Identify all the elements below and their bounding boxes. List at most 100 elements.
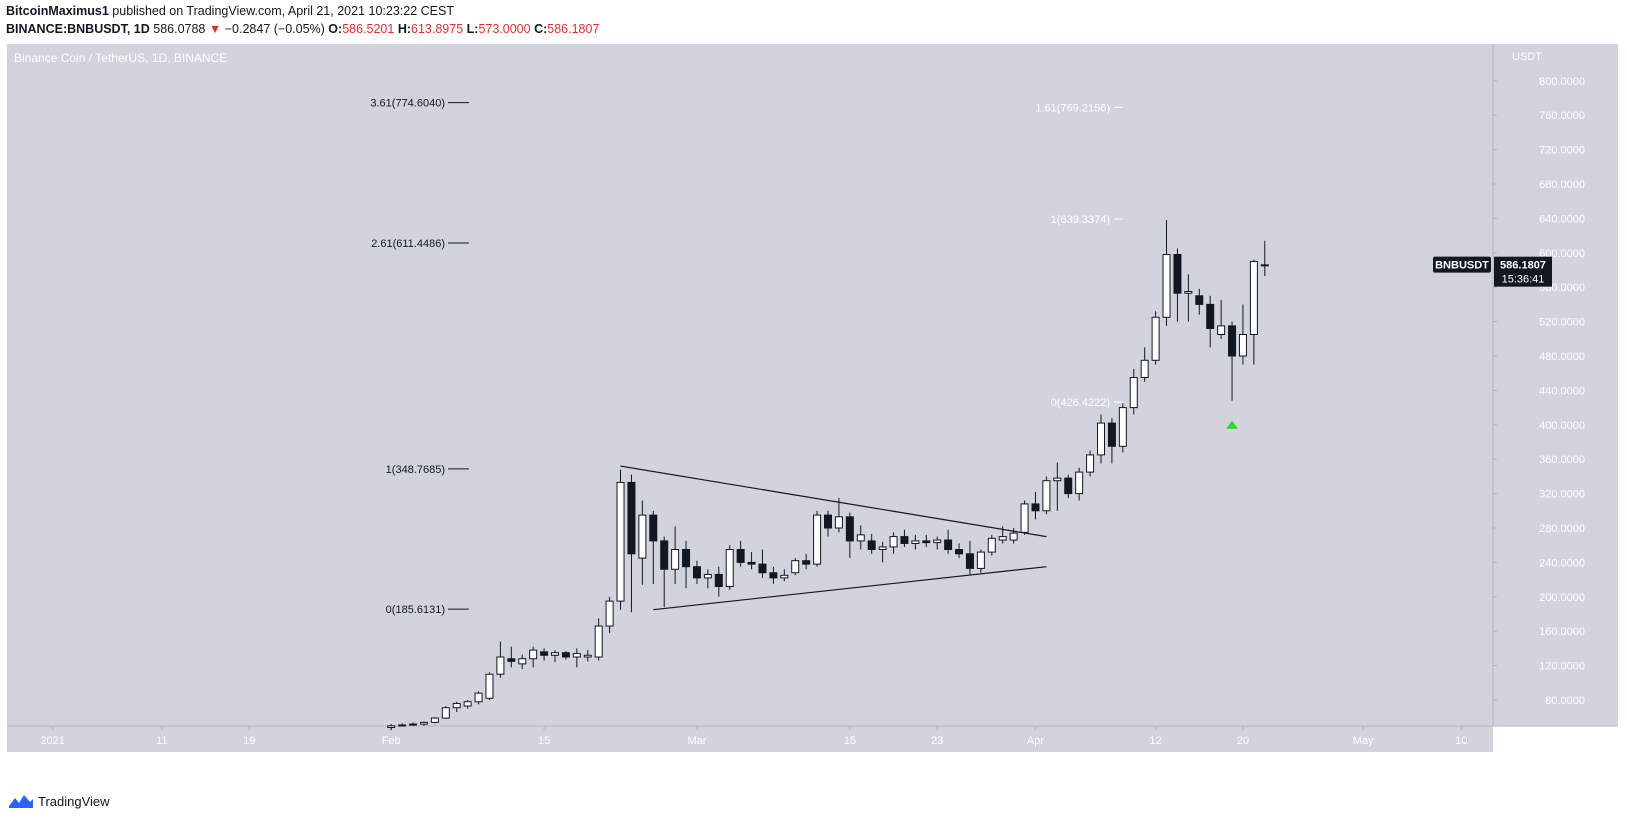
candle[interactable]: [452, 701, 461, 713]
candle[interactable]: [1151, 311, 1160, 365]
candle[interactable]: [1064, 474, 1073, 498]
candle[interactable]: [1086, 450, 1095, 477]
candle[interactable]: [1173, 248, 1182, 322]
candle[interactable]: [1217, 300, 1226, 339]
candle[interactable]: [944, 529, 953, 554]
candle-body: [682, 549, 691, 568]
candle[interactable]: [889, 532, 898, 554]
footer-brand[interactable]: TradingView: [38, 793, 110, 809]
candle[interactable]: [714, 566, 723, 597]
candle[interactable]: [813, 510, 822, 567]
fib-level-label: 0(426.4222): [1051, 397, 1110, 409]
candle[interactable]: [496, 641, 505, 678]
candle[interactable]: [900, 529, 909, 547]
triangle-lower-line[interactable]: [653, 566, 1047, 611]
candle[interactable]: [1129, 368, 1138, 415]
candle[interactable]: [736, 540, 745, 567]
candle[interactable]: [551, 650, 559, 663]
price-tick-label: 800.0000: [1539, 76, 1585, 88]
time-tick-label: Apr: [1027, 735, 1044, 747]
candle[interactable]: [758, 549, 767, 578]
candle[interactable]: [1020, 500, 1029, 535]
candle[interactable]: [474, 691, 483, 705]
author-name[interactable]: BitcoinMaximus1: [6, 4, 109, 18]
candlestick-chart[interactable]: Binance Coin / TetherUS, 1D, BINANCE USD…: [7, 44, 1618, 780]
candle[interactable]: [540, 648, 549, 661]
candle[interactable]: [409, 722, 418, 726]
candle[interactable]: [987, 534, 996, 556]
candle[interactable]: [692, 560, 701, 584]
candle[interactable]: [867, 534, 876, 554]
candle[interactable]: [747, 552, 756, 570]
candle[interactable]: [802, 553, 811, 570]
candle[interactable]: [769, 566, 778, 584]
plot-area[interactable]: [7, 44, 1493, 726]
candle[interactable]: [1075, 467, 1084, 501]
candle[interactable]: [387, 724, 396, 731]
candle[interactable]: [1260, 240, 1269, 277]
candle[interactable]: [594, 618, 603, 661]
candle[interactable]: [1031, 491, 1040, 520]
candle[interactable]: [572, 648, 581, 668]
candle-body: [452, 702, 461, 709]
candle-body: [955, 549, 964, 555]
candle[interactable]: [725, 545, 734, 590]
candle[interactable]: [682, 540, 691, 589]
candle[interactable]: [965, 540, 974, 576]
tradingview-logo-icon[interactable]: [8, 793, 34, 809]
candle[interactable]: [398, 723, 407, 727]
candle[interactable]: [1107, 417, 1116, 464]
price-scale-area[interactable]: [1493, 44, 1618, 726]
candle[interactable]: [638, 500, 647, 585]
candle[interactable]: [791, 558, 800, 576]
candle[interactable]: [1009, 528, 1018, 544]
candle[interactable]: [627, 474, 636, 613]
candle[interactable]: [933, 536, 942, 550]
candle[interactable]: [1097, 414, 1105, 464]
time-axis-area[interactable]: [7, 726, 1493, 752]
candle[interactable]: [911, 534, 920, 550]
candle[interactable]: [955, 543, 964, 559]
candle[interactable]: [441, 706, 450, 719]
price-tick-label: 120.0000: [1539, 661, 1585, 673]
candle[interactable]: [1195, 288, 1204, 315]
candle[interactable]: [1042, 476, 1051, 515]
candle[interactable]: [976, 549, 985, 573]
candle[interactable]: [780, 569, 789, 582]
fib-level-label: 1(639.3374): [1051, 214, 1110, 226]
candle[interactable]: [485, 672, 494, 700]
candle[interactable]: [1238, 304, 1247, 365]
candle[interactable]: [1118, 403, 1127, 453]
candle[interactable]: [518, 654, 527, 670]
candle[interactable]: [605, 596, 614, 633]
candle[interactable]: [561, 650, 570, 660]
candle[interactable]: [419, 721, 428, 726]
candle[interactable]: [1249, 259, 1258, 365]
candle[interactable]: [878, 541, 887, 563]
candle[interactable]: [834, 497, 843, 533]
candle[interactable]: [1228, 321, 1237, 401]
candle[interactable]: [1206, 295, 1215, 348]
candle[interactable]: [463, 700, 472, 709]
candle[interactable]: [703, 569, 712, 589]
candle[interactable]: [529, 646, 538, 668]
candle[interactable]: [1184, 274, 1193, 322]
candle[interactable]: [1053, 462, 1062, 511]
candle[interactable]: [998, 526, 1007, 544]
candle[interactable]: [583, 650, 592, 662]
candle[interactable]: [1162, 220, 1171, 326]
candle[interactable]: [671, 526, 680, 584]
candle[interactable]: [616, 469, 625, 610]
candle[interactable]: [922, 534, 931, 547]
candle[interactable]: [430, 717, 439, 724]
candle[interactable]: [824, 510, 832, 537]
candle[interactable]: [845, 512, 854, 559]
candle[interactable]: [660, 536, 669, 608]
triangle-upper-line[interactable]: [620, 465, 1047, 538]
last-price-box: [1494, 256, 1552, 287]
candle[interactable]: [856, 525, 865, 550]
candle[interactable]: [649, 510, 658, 584]
candle[interactable]: [507, 646, 516, 668]
candle[interactable]: [1140, 347, 1149, 382]
chart-frame[interactable]: Binance Coin / TetherUS, 1D, BINANCE USD…: [7, 44, 1618, 780]
